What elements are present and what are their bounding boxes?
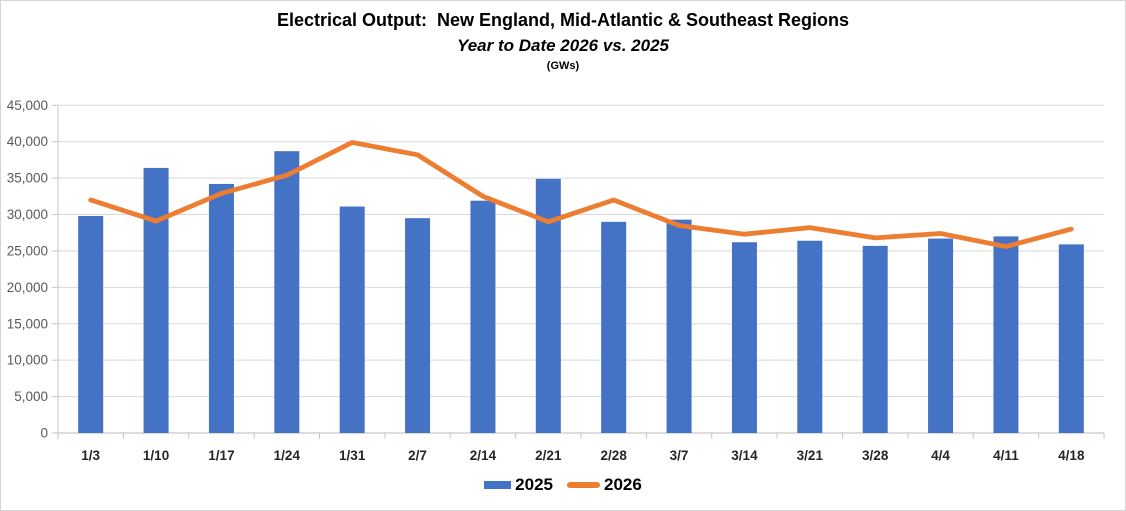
legend-item-2026: 2026	[567, 475, 642, 495]
x-axis-label-4/11: 4/11	[993, 448, 1019, 463]
x-axis-label-3/14: 3/14	[731, 448, 758, 463]
legend-label-2026: 2026	[604, 475, 642, 494]
y-axis-tick-label: 0	[40, 426, 48, 441]
bar-2025-2/14	[470, 200, 496, 433]
bar-2025-1/24	[274, 151, 300, 434]
bar-2025-1/10	[143, 167, 169, 433]
legend-item-2025: 2025	[484, 475, 553, 495]
bar-2025-4/11	[993, 236, 1019, 433]
y-axis-tick-label: 45,000	[7, 98, 48, 113]
legend-line-swatch-icon	[567, 482, 600, 488]
bar-2025-1/31	[339, 206, 365, 433]
bar-2025-3/28	[862, 245, 888, 433]
x-axis-label-2/14: 2/14	[470, 448, 497, 463]
bar-2025-2/7	[405, 218, 431, 433]
x-axis-label-4/4: 4/4	[931, 448, 950, 463]
bar-2025-2/28	[601, 221, 627, 433]
chart-legend: 2025 2026	[1, 475, 1125, 495]
x-axis-label-2/7: 2/7	[408, 448, 427, 463]
x-axis-label-1/17: 1/17	[208, 448, 234, 463]
chart-title: Electrical Output: New England, Mid-Atla…	[276, 10, 850, 30]
chart-units-label: (GWs)	[546, 60, 580, 72]
chart-header: Electrical Output: New England, Mid-Atla…	[1, 7, 1125, 74]
x-axis-label-3/21: 3/21	[797, 448, 824, 463]
y-axis-tick-label: 35,000	[7, 171, 48, 186]
y-axis-tick-label: 15,000	[7, 316, 48, 331]
legend-bar-swatch-icon	[484, 481, 512, 489]
bar-2025-3/14	[731, 242, 757, 433]
x-axis-label-2/28: 2/28	[601, 448, 628, 463]
x-axis-label-4/18: 4/18	[1058, 448, 1085, 463]
x-axis-label-3/7: 3/7	[670, 448, 689, 463]
x-axis-label-1/31: 1/31	[339, 448, 366, 463]
legend-label-2025: 2025	[515, 475, 553, 494]
bar-2025-1/3	[78, 215, 104, 433]
bar-2025-4/4	[928, 238, 954, 433]
y-axis-tick-label: 5,000	[14, 389, 48, 404]
bar-2025-4/18	[1058, 244, 1084, 433]
y-axis-tick-label: 30,000	[7, 207, 48, 222]
x-axis-label-1/3: 1/3	[81, 448, 100, 463]
y-axis-tick-label: 40,000	[7, 134, 48, 149]
bar-2025-3/7	[666, 219, 692, 433]
bar-2025-3/21	[797, 240, 823, 433]
y-axis-tick-label: 25,000	[7, 243, 48, 258]
y-axis-tick-label: 10,000	[7, 353, 48, 368]
x-axis-label-1/10: 1/10	[143, 448, 169, 463]
line-series-2026	[88, 140, 1074, 249]
x-axis-label-1/24: 1/24	[274, 448, 301, 463]
bar-2025-1/17	[208, 183, 234, 433]
y-axis-tick-label: 20,000	[7, 280, 48, 295]
chart-subtitle: Year to Date 2026 vs. 2025	[456, 36, 669, 55]
x-axis-label-3/28: 3/28	[862, 448, 889, 463]
x-axis-label-2/21: 2/21	[535, 448, 562, 463]
